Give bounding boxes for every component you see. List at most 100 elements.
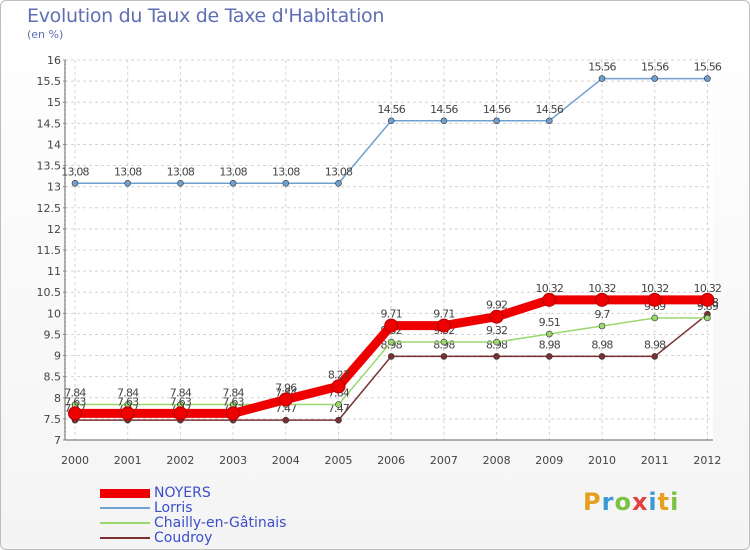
data-point — [331, 379, 346, 394]
y-tick-label: 14.5 — [37, 117, 62, 130]
data-label: 13.08 — [325, 165, 353, 178]
data-point — [493, 353, 500, 360]
x-tick-label: 2004 — [272, 454, 300, 467]
legend-label: Lorris — [154, 500, 193, 516]
data-point — [651, 75, 659, 82]
chart-title: Evolution du Taux de Taxe d'Habitation — [27, 5, 385, 27]
x-tick-label: 2002 — [166, 454, 194, 467]
data-label: 15.56 — [588, 61, 616, 74]
y-tick-label: 11.5 — [37, 244, 62, 257]
data-label: 7.96 — [275, 381, 297, 394]
data-label: 14.56 — [536, 103, 564, 116]
data-point — [440, 338, 448, 346]
legend-item: Lorris — [100, 500, 193, 516]
y-tick-label: 7 — [54, 434, 61, 447]
y-tick-label: 10.5 — [37, 286, 62, 299]
data-point — [493, 117, 500, 125]
x-tick-label: 2012 — [693, 454, 721, 467]
logo-letter: i — [670, 488, 680, 516]
data-label: 7.84 — [170, 387, 192, 400]
legend-swatch — [100, 522, 150, 524]
legend-swatch — [100, 507, 150, 509]
data-label: 10.32 — [641, 282, 669, 295]
data-label: 7.63 — [222, 395, 244, 408]
data-label: 8.27 — [328, 368, 350, 381]
data-label: 13.08 — [114, 165, 142, 178]
data-label: 13.08 — [272, 165, 300, 178]
y-tick-label: 12 — [47, 223, 61, 236]
data-label: 15.56 — [694, 61, 722, 74]
data-point — [173, 406, 188, 421]
data-label: 9.7 — [594, 308, 610, 321]
data-label: 7.84 — [117, 387, 139, 400]
legend-label: NOYERS — [154, 485, 211, 501]
legend-swatch — [100, 537, 150, 539]
data-label: 7.47 — [328, 402, 350, 415]
data-label: 9.71 — [433, 308, 454, 321]
x-tick-label: 2003 — [219, 454, 247, 467]
legend-swatch — [100, 488, 150, 498]
y-tick-label: 11 — [47, 265, 61, 278]
data-point — [700, 292, 715, 307]
logo-letter: i — [648, 488, 658, 516]
x-tick-label: 2006 — [377, 454, 405, 467]
data-point — [387, 338, 395, 346]
x-tick-label: 2001 — [114, 454, 142, 467]
data-label: 7.84 — [222, 387, 244, 400]
data-label: 9.71 — [381, 308, 402, 321]
y-tick-label: 13.5 — [37, 160, 62, 173]
y-tick-label: 15.5 — [37, 75, 62, 88]
data-label: 10.32 — [536, 282, 564, 295]
data-label: 14.56 — [377, 103, 405, 116]
data-label: 13.08 — [167, 165, 195, 178]
logo-letter: x — [631, 488, 649, 516]
data-point — [335, 401, 342, 408]
data-label: 8.98 — [644, 338, 666, 351]
data-point — [595, 292, 609, 307]
logo-letter: P — [583, 488, 602, 516]
data-label: 14.56 — [430, 103, 458, 116]
data-point — [545, 353, 553, 360]
data-label: 9.51 — [539, 316, 560, 329]
data-point — [489, 309, 504, 324]
data-point — [282, 416, 290, 424]
legend-label: Chailly-en-Gâtinais — [154, 515, 287, 531]
legend-item: Coudroy — [100, 530, 212, 546]
data-point — [542, 292, 557, 307]
y-tick-label: 13 — [47, 181, 61, 194]
data-point — [229, 179, 237, 187]
data-point — [282, 179, 290, 187]
data-point — [651, 353, 659, 360]
data-point — [704, 75, 711, 82]
data-label: 7.63 — [170, 395, 192, 408]
data-label: 13.08 — [219, 165, 247, 178]
legend-label: Coudroy — [154, 530, 213, 546]
y-axis-unit: (en %) — [27, 28, 64, 41]
x-tick-label: 2000 — [61, 454, 89, 467]
y-tick-label: 14 — [47, 138, 61, 151]
data-point — [545, 330, 553, 338]
logo-letter: o — [614, 488, 632, 516]
data-point — [704, 314, 711, 322]
legend-item: Chailly-en-Gâtinais — [100, 515, 286, 531]
data-point — [335, 179, 342, 187]
data-point — [545, 117, 553, 125]
data-point — [71, 179, 79, 187]
data-point — [68, 406, 82, 421]
data-point — [120, 406, 135, 421]
x-tick-label: 2007 — [430, 454, 458, 467]
data-point — [177, 179, 184, 187]
data-point — [387, 117, 395, 125]
data-label: 10.32 — [588, 282, 616, 295]
data-label: 7.84 — [64, 387, 86, 400]
x-tick-label: 2010 — [588, 454, 616, 467]
x-tick-label: 2009 — [535, 454, 563, 467]
y-tick-label: 9.5 — [44, 328, 62, 341]
data-point — [440, 353, 448, 360]
y-tick-label: 10 — [47, 307, 61, 320]
logo-letter: r — [601, 488, 615, 516]
data-label: 14.56 — [483, 103, 511, 116]
data-label: 13.08 — [61, 165, 89, 178]
y-tick-label: 15 — [47, 96, 61, 109]
